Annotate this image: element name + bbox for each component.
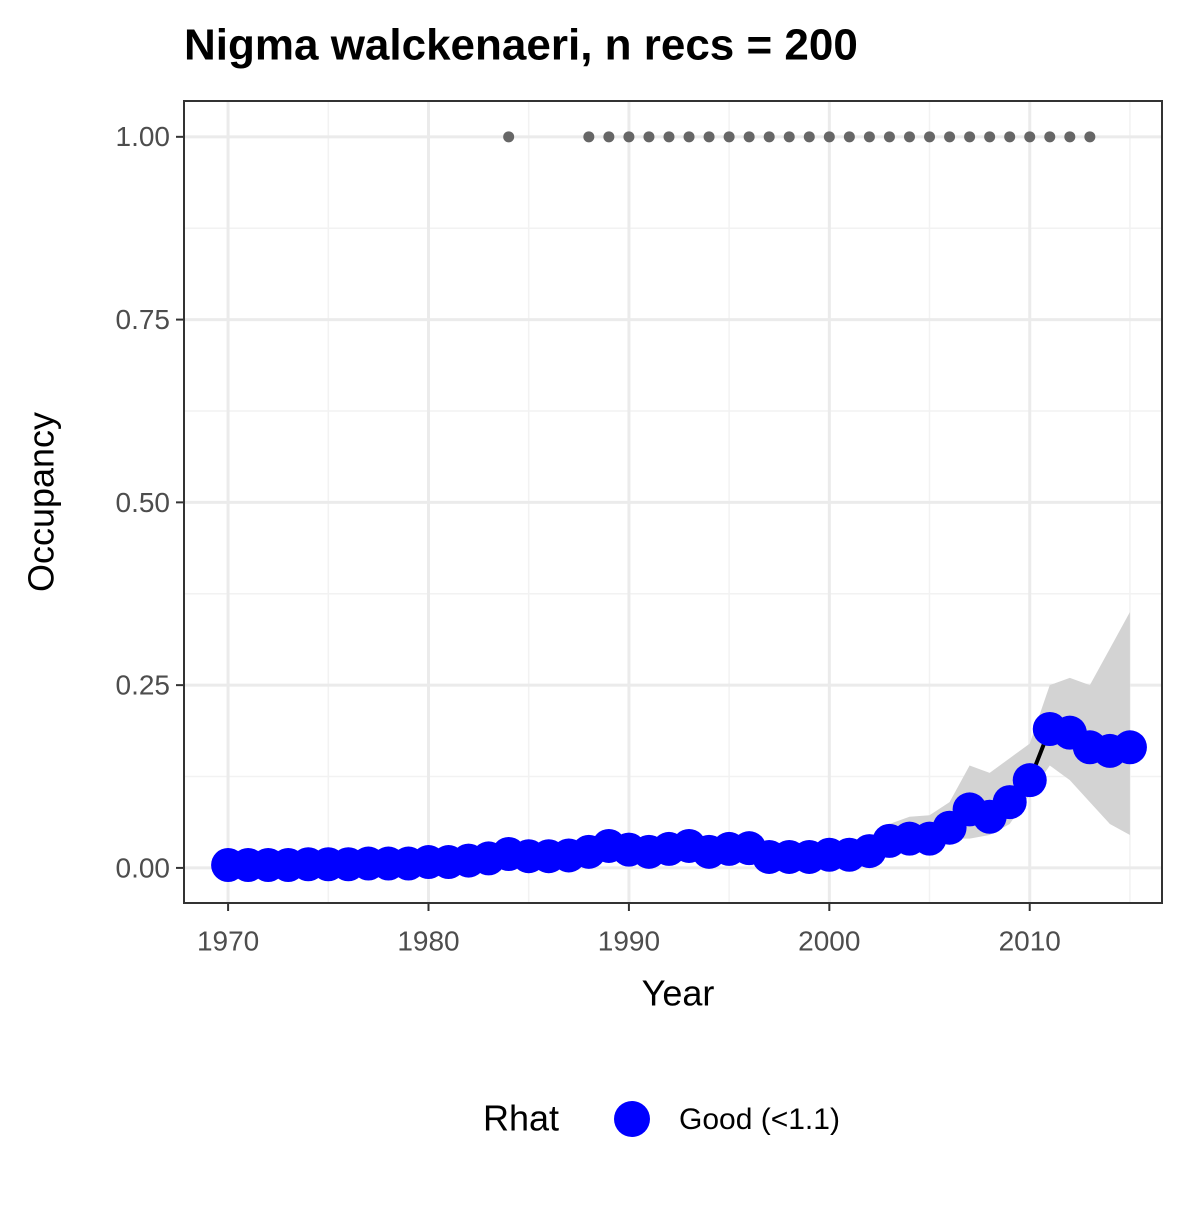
record-point bbox=[783, 131, 795, 143]
record-point bbox=[703, 131, 715, 143]
y-axis-title: Occupancy bbox=[21, 412, 62, 592]
x-tick-label: 1990 bbox=[598, 925, 660, 956]
x-tick-label: 2000 bbox=[798, 925, 860, 956]
record-point bbox=[643, 131, 655, 143]
record-point bbox=[743, 131, 755, 143]
chart-title: Nigma walckenaeri, n recs = 200 bbox=[184, 21, 858, 70]
x-tick-label: 2010 bbox=[999, 925, 1061, 956]
record-point bbox=[1064, 131, 1076, 143]
record-point bbox=[623, 131, 635, 143]
record-point bbox=[723, 131, 735, 143]
y-tick-label: 0.25 bbox=[116, 670, 171, 701]
record-point bbox=[823, 131, 835, 143]
y-tick-label: 1.00 bbox=[116, 121, 171, 152]
record-point bbox=[863, 131, 875, 143]
occupancy-point bbox=[1012, 763, 1047, 798]
occupancy-point bbox=[1112, 730, 1147, 765]
plot-area: 1970 1980 1990 2000 2010 0.00 0.25 0.50 0.75 1.00 bbox=[116, 100, 1163, 956]
record-point bbox=[763, 131, 775, 143]
record-point bbox=[924, 131, 936, 143]
legend-key bbox=[614, 1101, 650, 1137]
x-tick-label: 1980 bbox=[397, 925, 459, 956]
record-point bbox=[503, 131, 515, 143]
record-point bbox=[803, 131, 815, 143]
record-point bbox=[1024, 131, 1036, 143]
record-point bbox=[964, 131, 976, 143]
y-tick-label: 0.50 bbox=[116, 487, 171, 518]
legend-label: Good (<1.1) bbox=[679, 1103, 840, 1136]
y-tick-label: 0.00 bbox=[116, 852, 171, 883]
occupancy-point bbox=[992, 785, 1027, 820]
record-point bbox=[663, 131, 675, 143]
record-point bbox=[603, 131, 615, 143]
x-axis-title: Year bbox=[642, 973, 715, 1014]
record-point bbox=[883, 131, 895, 143]
record-point bbox=[1084, 131, 1096, 143]
y-tick-label: 0.75 bbox=[116, 304, 171, 335]
legend: Rhat Good (<1.1) bbox=[483, 1098, 840, 1139]
record-point bbox=[944, 131, 956, 143]
record-point bbox=[903, 131, 915, 143]
panel-border bbox=[183, 100, 1163, 904]
record-point bbox=[843, 131, 855, 143]
record-point bbox=[1044, 131, 1056, 143]
record-point bbox=[1004, 131, 1016, 143]
x-tick-label: 1970 bbox=[197, 925, 259, 956]
record-point bbox=[683, 131, 695, 143]
legend-title: Rhat bbox=[483, 1098, 559, 1139]
record-point bbox=[583, 131, 595, 143]
record-point bbox=[984, 131, 996, 143]
